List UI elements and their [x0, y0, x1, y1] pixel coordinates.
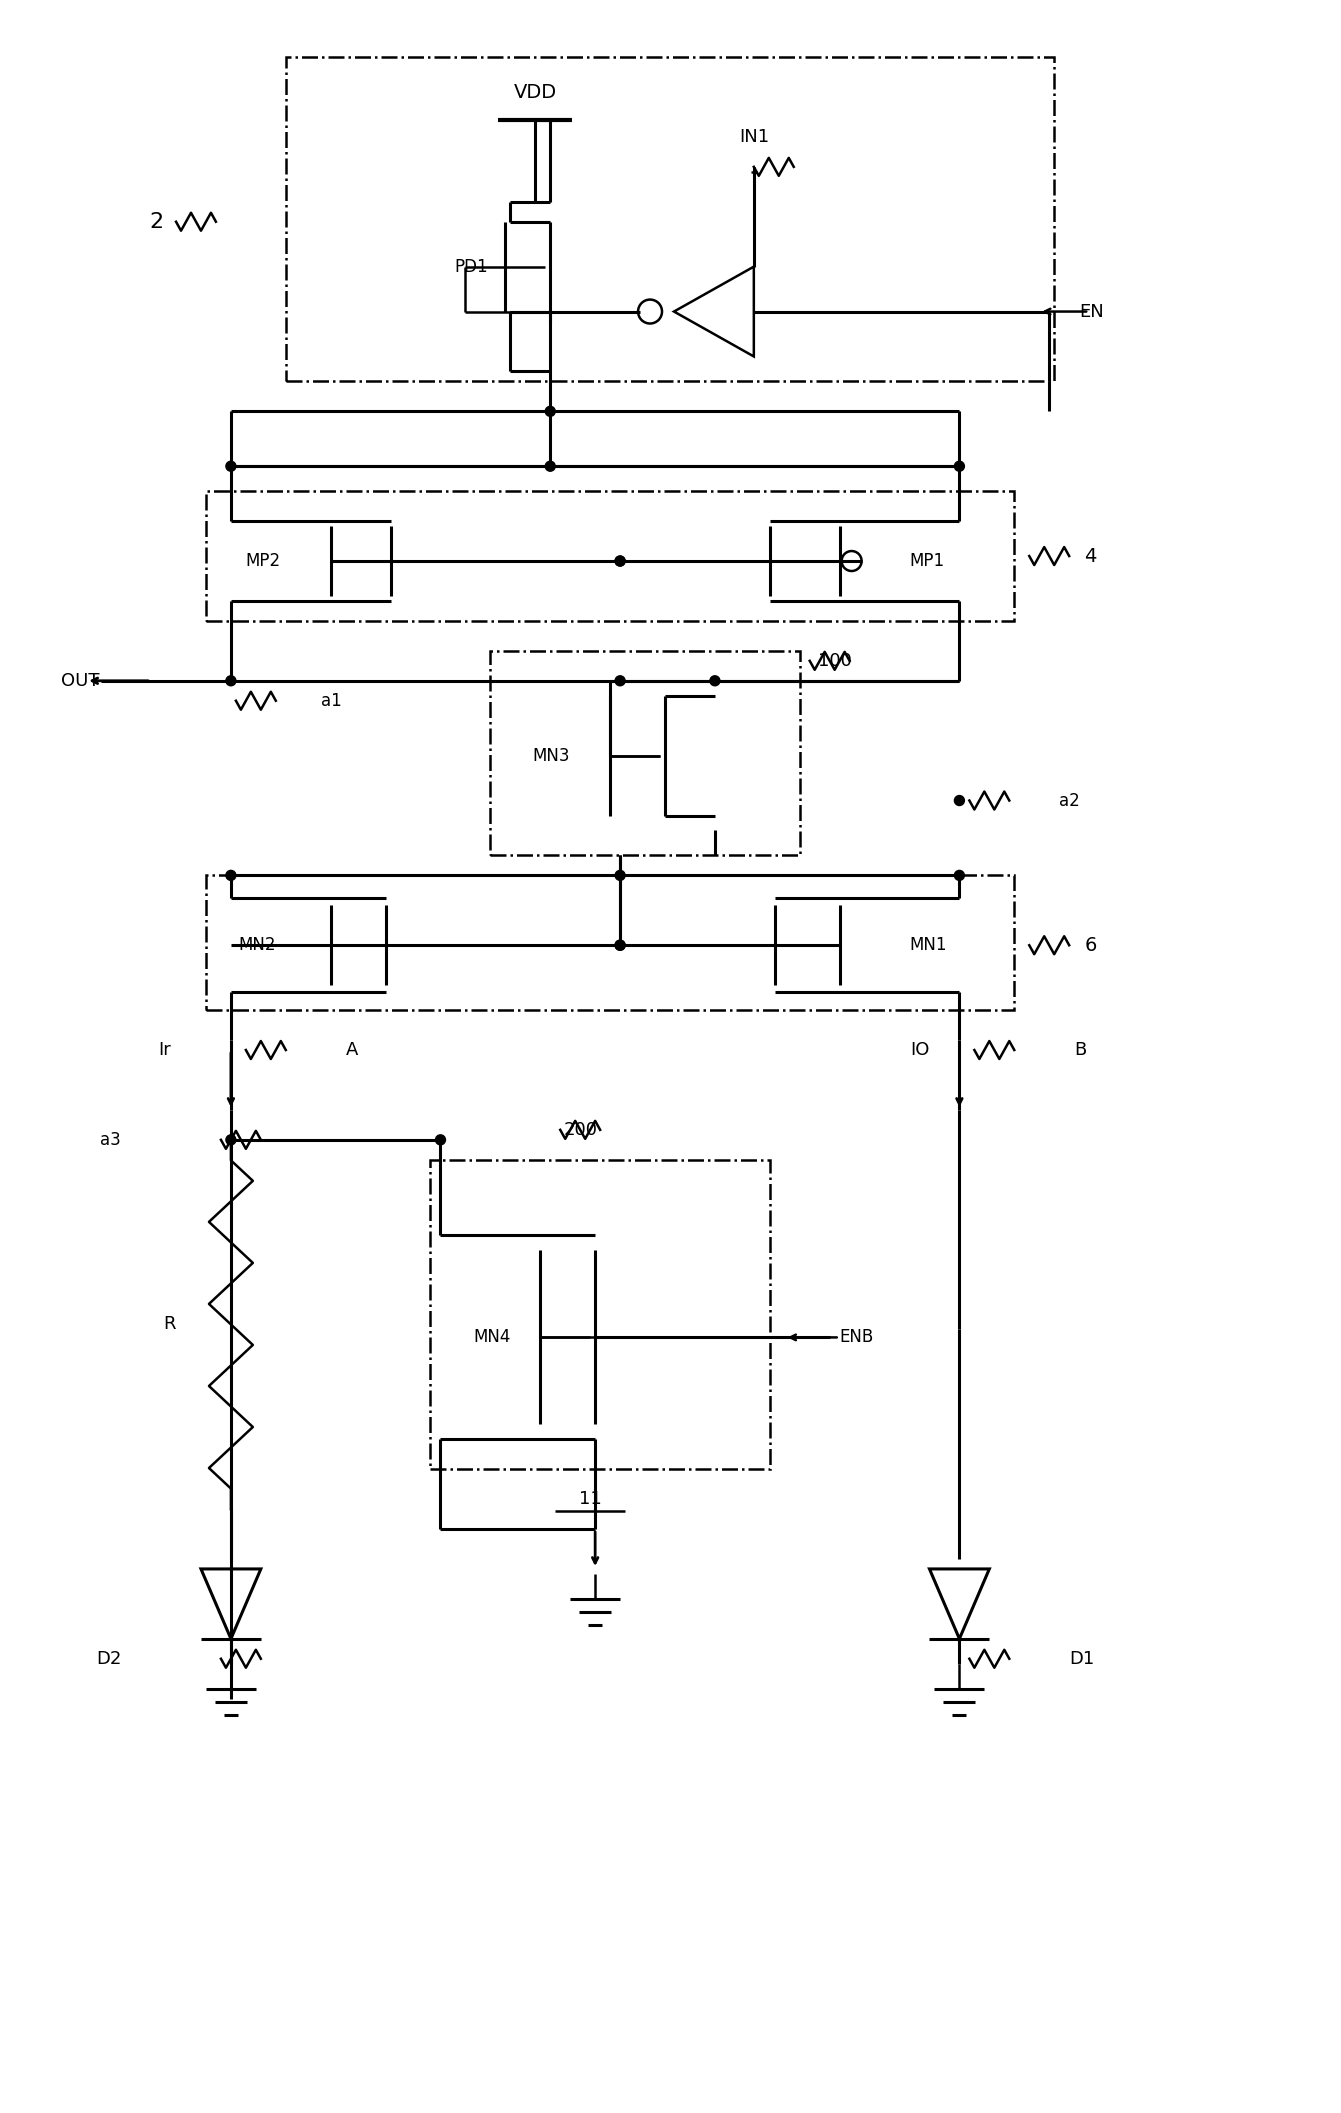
Text: 6: 6: [1084, 936, 1097, 955]
Text: EN: EN: [1080, 302, 1104, 321]
Text: MP2: MP2: [245, 551, 280, 571]
Circle shape: [225, 461, 236, 471]
Text: R: R: [164, 1316, 176, 1333]
Circle shape: [616, 940, 625, 951]
Circle shape: [709, 676, 720, 687]
Text: PD1: PD1: [455, 258, 488, 275]
Text: 100: 100: [818, 651, 852, 670]
Text: MN4: MN4: [473, 1329, 511, 1346]
Text: 4: 4: [1084, 547, 1097, 566]
Text: a1: a1: [320, 691, 342, 710]
Circle shape: [616, 871, 625, 881]
Circle shape: [546, 461, 555, 471]
Bar: [207, 875, 1014, 1010]
Circle shape: [546, 406, 555, 416]
Text: a3: a3: [101, 1130, 121, 1149]
Circle shape: [616, 940, 625, 951]
Circle shape: [616, 676, 625, 687]
Bar: [491, 651, 799, 856]
Text: IO: IO: [911, 1042, 929, 1059]
Text: a2: a2: [1059, 792, 1080, 809]
Text: IN1: IN1: [739, 129, 768, 146]
Text: D2: D2: [95, 1650, 121, 1667]
Circle shape: [225, 1135, 236, 1145]
Text: ENB: ENB: [839, 1329, 874, 1346]
Text: VDD: VDD: [514, 82, 557, 101]
Circle shape: [955, 871, 964, 881]
Text: D1: D1: [1069, 1650, 1094, 1667]
Text: OUT: OUT: [62, 672, 99, 689]
Circle shape: [436, 1135, 445, 1145]
Text: 200: 200: [563, 1120, 597, 1139]
Bar: [207, 490, 1014, 621]
Circle shape: [616, 556, 625, 566]
Text: 2: 2: [149, 211, 164, 232]
Bar: [286, 57, 1054, 382]
Circle shape: [955, 794, 964, 805]
Circle shape: [616, 556, 625, 566]
Circle shape: [225, 871, 236, 881]
Text: A: A: [346, 1042, 358, 1059]
Text: MN2: MN2: [239, 936, 276, 955]
Bar: [430, 1160, 770, 1469]
Circle shape: [225, 676, 236, 687]
Text: 11: 11: [579, 1490, 602, 1509]
Text: MN1: MN1: [909, 936, 947, 955]
Text: MP1: MP1: [909, 551, 944, 571]
Circle shape: [955, 461, 964, 471]
Text: Ir: Ir: [158, 1042, 172, 1059]
Text: MN3: MN3: [532, 746, 570, 765]
Text: B: B: [1074, 1042, 1086, 1059]
